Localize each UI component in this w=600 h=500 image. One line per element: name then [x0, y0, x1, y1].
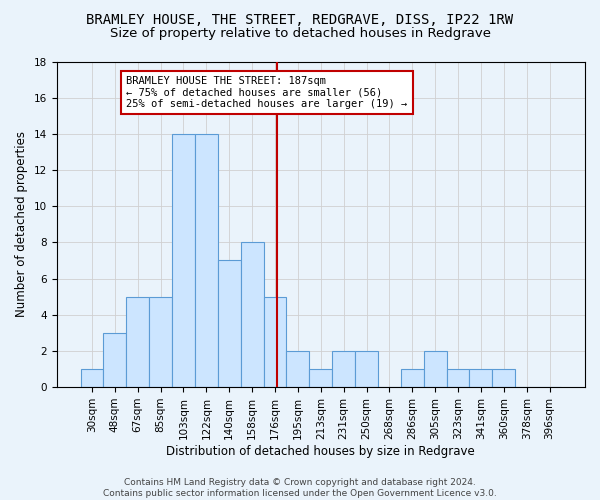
Bar	[493, 369, 515, 387]
Bar	[195, 134, 218, 387]
Bar	[241, 242, 263, 387]
Text: BRAMLEY HOUSE THE STREET: 187sqm
← 75% of detached houses are smaller (56)
25% o: BRAMLEY HOUSE THE STREET: 187sqm ← 75% o…	[127, 76, 407, 109]
Bar	[332, 351, 355, 387]
Bar	[401, 369, 424, 387]
Bar	[80, 369, 103, 387]
Text: BRAMLEY HOUSE, THE STREET, REDGRAVE, DISS, IP22 1RW: BRAMLEY HOUSE, THE STREET, REDGRAVE, DIS…	[86, 12, 514, 26]
Text: Size of property relative to detached houses in Redgrave: Size of property relative to detached ho…	[110, 28, 491, 40]
Bar	[469, 369, 493, 387]
Y-axis label: Number of detached properties: Number of detached properties	[15, 132, 28, 318]
Bar	[103, 333, 127, 387]
Text: Contains HM Land Registry data © Crown copyright and database right 2024.
Contai: Contains HM Land Registry data © Crown c…	[103, 478, 497, 498]
Bar	[446, 369, 469, 387]
Bar	[172, 134, 195, 387]
Bar	[310, 369, 332, 387]
Bar	[286, 351, 310, 387]
Bar	[355, 351, 378, 387]
Bar	[263, 296, 286, 387]
Bar	[149, 296, 172, 387]
Bar	[127, 296, 149, 387]
Bar	[424, 351, 446, 387]
X-axis label: Distribution of detached houses by size in Redgrave: Distribution of detached houses by size …	[166, 444, 475, 458]
Bar	[218, 260, 241, 387]
